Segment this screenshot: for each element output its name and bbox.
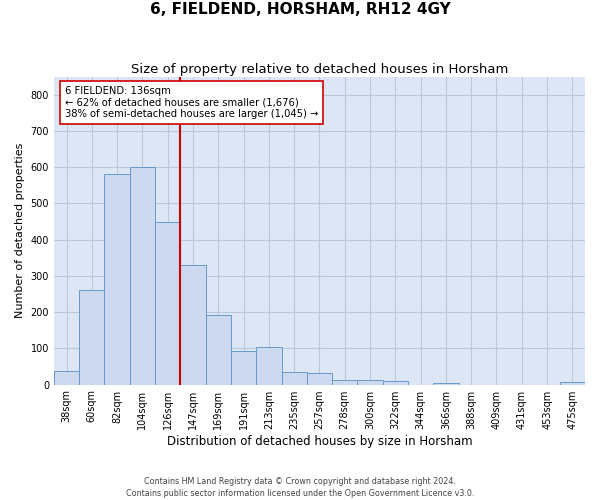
Text: 6 FIELDEND: 136sqm
← 62% of detached houses are smaller (1,676)
38% of semi-deta: 6 FIELDEND: 136sqm ← 62% of detached hou… — [65, 86, 318, 119]
Bar — [256, 348, 281, 385]
Title: Size of property relative to detached houses in Horsham: Size of property relative to detached ho… — [131, 62, 508, 76]
Bar — [332, 380, 358, 384]
Bar — [307, 372, 332, 384]
Y-axis label: Number of detached properties: Number of detached properties — [15, 143, 25, 318]
Bar — [560, 382, 585, 384]
Bar — [231, 351, 256, 384]
Bar — [79, 290, 104, 384]
Bar — [383, 381, 408, 384]
Bar — [181, 265, 206, 384]
Bar — [54, 371, 79, 384]
Bar — [358, 380, 383, 384]
Bar — [281, 372, 307, 384]
Text: 6, FIELDEND, HORSHAM, RH12 4GY: 6, FIELDEND, HORSHAM, RH12 4GY — [149, 2, 451, 18]
Bar — [130, 167, 155, 384]
Bar — [155, 222, 181, 384]
Bar — [206, 314, 231, 384]
X-axis label: Distribution of detached houses by size in Horsham: Distribution of detached houses by size … — [167, 434, 472, 448]
Bar — [433, 383, 458, 384]
Text: Contains HM Land Registry data © Crown copyright and database right 2024.
Contai: Contains HM Land Registry data © Crown c… — [126, 476, 474, 498]
Bar — [104, 174, 130, 384]
